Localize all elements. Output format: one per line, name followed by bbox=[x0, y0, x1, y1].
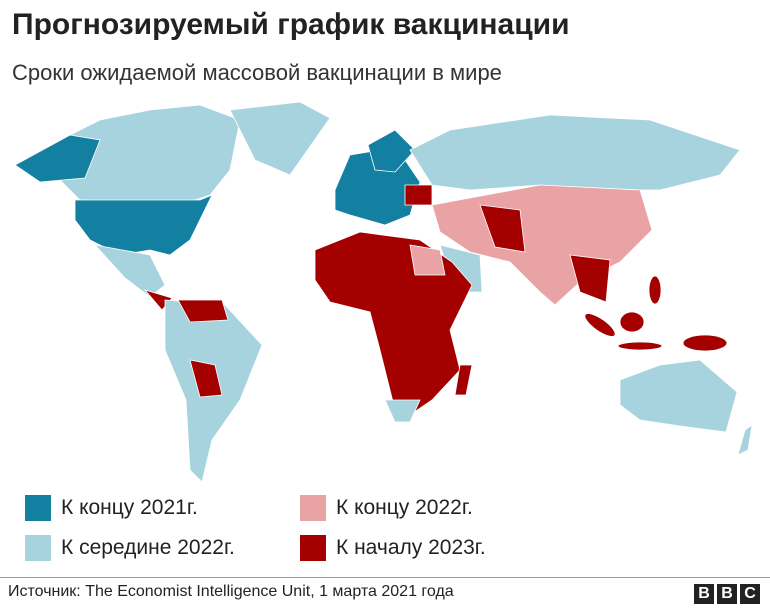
java bbox=[617, 341, 663, 351]
southeast-asia bbox=[569, 254, 611, 303]
philippines bbox=[648, 275, 662, 305]
russia bbox=[409, 114, 741, 191]
ukraine bbox=[404, 184, 433, 206]
venezuela bbox=[177, 299, 229, 323]
legend-swatch bbox=[25, 535, 51, 561]
logo: B B C bbox=[694, 584, 760, 604]
new-guinea bbox=[682, 334, 728, 352]
legend-item: К началу 2023г. bbox=[300, 535, 486, 561]
sumatra bbox=[584, 313, 616, 337]
legend-item: К концу 2021г. bbox=[25, 495, 198, 521]
new-zealand bbox=[737, 424, 753, 456]
legend-swatch bbox=[300, 535, 326, 561]
legend-item: К середине 2022г. bbox=[25, 535, 235, 561]
legend-label: К середине 2022г. bbox=[61, 536, 235, 559]
mexico bbox=[93, 244, 166, 298]
legend-label: К концу 2022г. bbox=[336, 496, 473, 519]
legend-label: К началу 2023г. bbox=[336, 536, 486, 559]
usa bbox=[74, 194, 213, 256]
madagascar bbox=[454, 364, 473, 396]
world-map bbox=[14, 101, 753, 483]
bolivia bbox=[189, 359, 223, 398]
legend-swatch bbox=[300, 495, 326, 521]
source: Источник: The Economist Intelligence Uni… bbox=[8, 583, 454, 600]
central-asia bbox=[479, 204, 526, 253]
legend-swatch bbox=[25, 495, 51, 521]
north-africa-east bbox=[409, 244, 446, 276]
legend-label: К концу 2021г. bbox=[61, 496, 198, 519]
title: Прогнозируемый график вакцинации bbox=[12, 8, 570, 41]
logo-letter: C bbox=[740, 584, 760, 604]
greenland bbox=[229, 101, 331, 176]
australia bbox=[619, 359, 738, 433]
subtitle: Сроки ожидаемой массовой вакцинации в ми… bbox=[12, 60, 502, 85]
logo-letter: B bbox=[694, 584, 714, 604]
scandinavia bbox=[367, 129, 416, 173]
logo-letter: B bbox=[717, 584, 737, 604]
south-africa bbox=[384, 399, 421, 423]
africa bbox=[314, 231, 473, 416]
alaska bbox=[14, 134, 101, 183]
divider bbox=[0, 577, 770, 578]
legend-item: К концу 2022г. bbox=[300, 495, 473, 521]
borneo bbox=[619, 311, 645, 333]
